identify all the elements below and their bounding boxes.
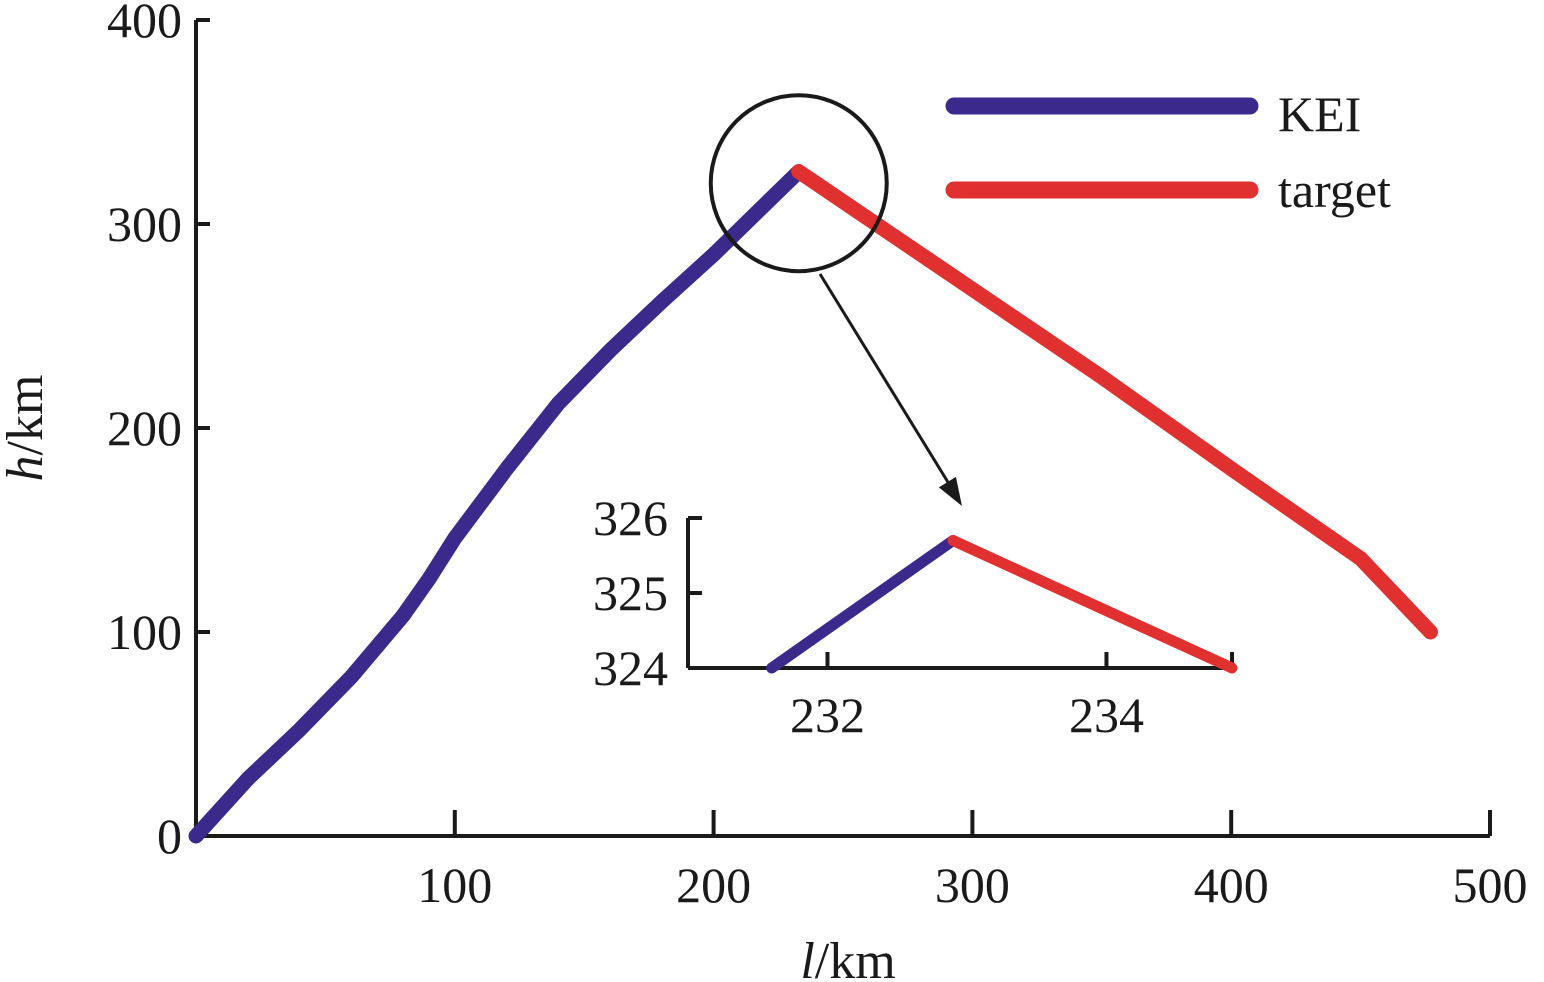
inset-series-line-target	[947, 535, 1238, 674]
x-tick-label: 200	[676, 857, 751, 913]
zoom-annotation	[708, 93, 962, 506]
legend-label-kei: KEI	[1278, 86, 1361, 142]
inset-x-tick-label: 232	[790, 687, 865, 743]
legend-label-target: target	[1278, 162, 1391, 218]
zoom-arrow-head	[938, 476, 962, 506]
x-axis-title-var: l	[800, 933, 814, 982]
inset-chart: 324 325 326 232 234	[593, 490, 1238, 743]
y-tick-label: 200	[107, 400, 182, 456]
x-ticks: 100 200 300 400 500	[417, 810, 1528, 913]
inset-series-layer	[766, 535, 1238, 674]
inset-series-line-kei	[766, 535, 959, 674]
x-tick-label: 100	[417, 857, 492, 913]
inset-x-tick-label: 234	[1069, 687, 1144, 743]
y-tick-label: 0	[157, 808, 182, 864]
inset-x-ticks: 232 234	[790, 652, 1144, 743]
legend: KEI target	[945, 86, 1391, 218]
y-tick-label: 300	[107, 196, 182, 252]
series-line-target	[791, 164, 1438, 640]
zoom-circle	[708, 93, 889, 274]
x-tick-label: 300	[935, 857, 1010, 913]
y-tick-label: 100	[107, 604, 182, 660]
y-ticks: 0 100 200 300 400	[107, 0, 210, 864]
y-axis-title: h/km	[0, 375, 54, 482]
x-axis-title-unit: /km	[815, 933, 896, 982]
y-axis-title-var: h	[0, 455, 54, 481]
series-line-kei	[188, 164, 807, 844]
y-axis-title-unit: /km	[0, 375, 54, 456]
x-axis-title: l/km	[800, 933, 895, 982]
zoom-arrow-line	[818, 273, 956, 493]
y-tick-label: 400	[107, 0, 182, 48]
x-tick-label: 500	[1453, 857, 1528, 913]
main-axes: 0 100 200 300 400 100 200 300 400 500	[107, 0, 1528, 913]
x-tick-label: 400	[1194, 857, 1269, 913]
inset-y-tick-label: 325	[593, 565, 668, 621]
inset-y-tick-label: 324	[593, 640, 668, 696]
series-layer	[188, 164, 1438, 844]
inset-y-tick-label: 326	[593, 490, 668, 546]
inset-y-ticks: 324 325 326	[593, 490, 1234, 696]
